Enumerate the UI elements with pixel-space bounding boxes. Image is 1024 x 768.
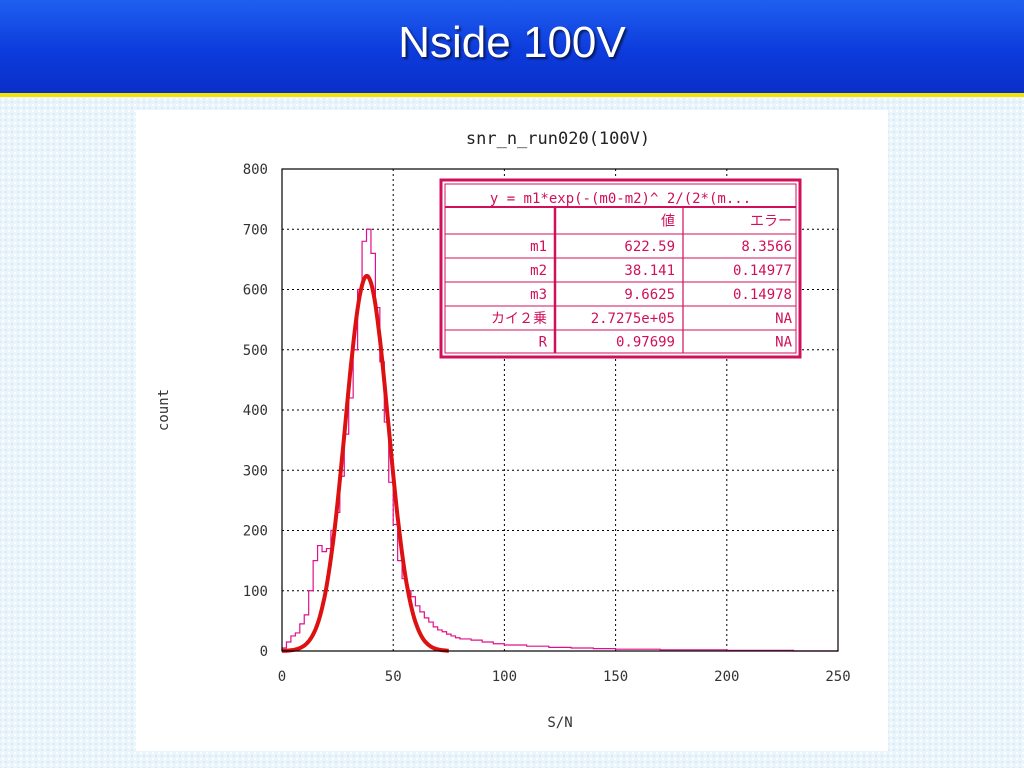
header-rule [0,93,1024,97]
fit-table-cell: 0.14978 [733,287,792,303]
y-tick-label: 100 [243,584,268,600]
fit-table-cell: m1 [530,239,547,255]
fit-table-cell: 2.7275e+05 [591,311,675,327]
chart-card: snr_n_run020(100V) 0 50 100 150 200 250 0 100 20… [136,110,888,751]
fit-table-cell: m2 [530,263,547,279]
fit-table-column-header: 値 [661,214,675,230]
x-tick-label: 250 [825,669,850,685]
y-tick-label: 600 [243,283,268,299]
slide-title: Nside 100V [398,18,626,67]
fit-table-cell: 0.97699 [616,335,675,351]
slide-header [0,0,1024,93]
y-tick-label: 300 [243,463,268,479]
y-tick-label: 0 [260,644,268,660]
histogram-chart: snr_n_run020(100V) 0 50 100 150 200 250 0 100 20… [156,129,851,731]
fit-table-inner-frame [444,183,797,354]
fit-table-cell: R [539,335,548,351]
fit-table-cell: 38.141 [624,263,675,279]
fit-table-cell: 9.6625 [624,287,675,303]
y-tick-label: 400 [243,403,268,419]
axis-ticks: 0 50 100 150 200 250 0 100 200 300 400 500 600 700 800 [243,162,851,685]
chart-series [281,228,838,653]
y-axis-label: count [156,389,172,431]
chart-title: snr_n_run020(100V) [466,129,650,149]
fit-table-cell: 0.14977 [733,263,792,279]
gaussian-fit-curve [281,273,450,653]
x-tick-label: 0 [278,669,286,685]
fit-table-cell: カイ２乗 [491,311,547,327]
x-tick-label: 150 [603,669,628,685]
fit-table-cell: NA [775,311,792,327]
x-tick-label: 100 [492,669,517,685]
x-tick-label: 50 [385,669,402,685]
y-tick-label: 700 [243,222,268,238]
fit-table-cell: 8.3566 [741,239,792,255]
fit-table-cell: 622.59 [624,239,675,255]
y-tick-label: 800 [243,162,268,178]
fit-table-frame [439,178,802,359]
y-tick-label: 500 [243,343,268,359]
x-tick-label: 200 [714,669,739,685]
fit-table-cell: NA [775,335,792,351]
y-tick-label: 200 [243,524,268,540]
fit-table: y = m1*exp(-(m0-m2)^ 2/(2*(m... 値 エラー m1 622… [439,178,802,359]
fit-table-header: y = m1*exp(-(m0-m2)^ 2/(2*(m... [490,191,751,207]
fit-table-cell: m3 [530,287,547,303]
x-axis-label: S/N [547,715,572,731]
fit-table-column-header: エラー [750,214,792,230]
plot-frame [281,168,839,652]
